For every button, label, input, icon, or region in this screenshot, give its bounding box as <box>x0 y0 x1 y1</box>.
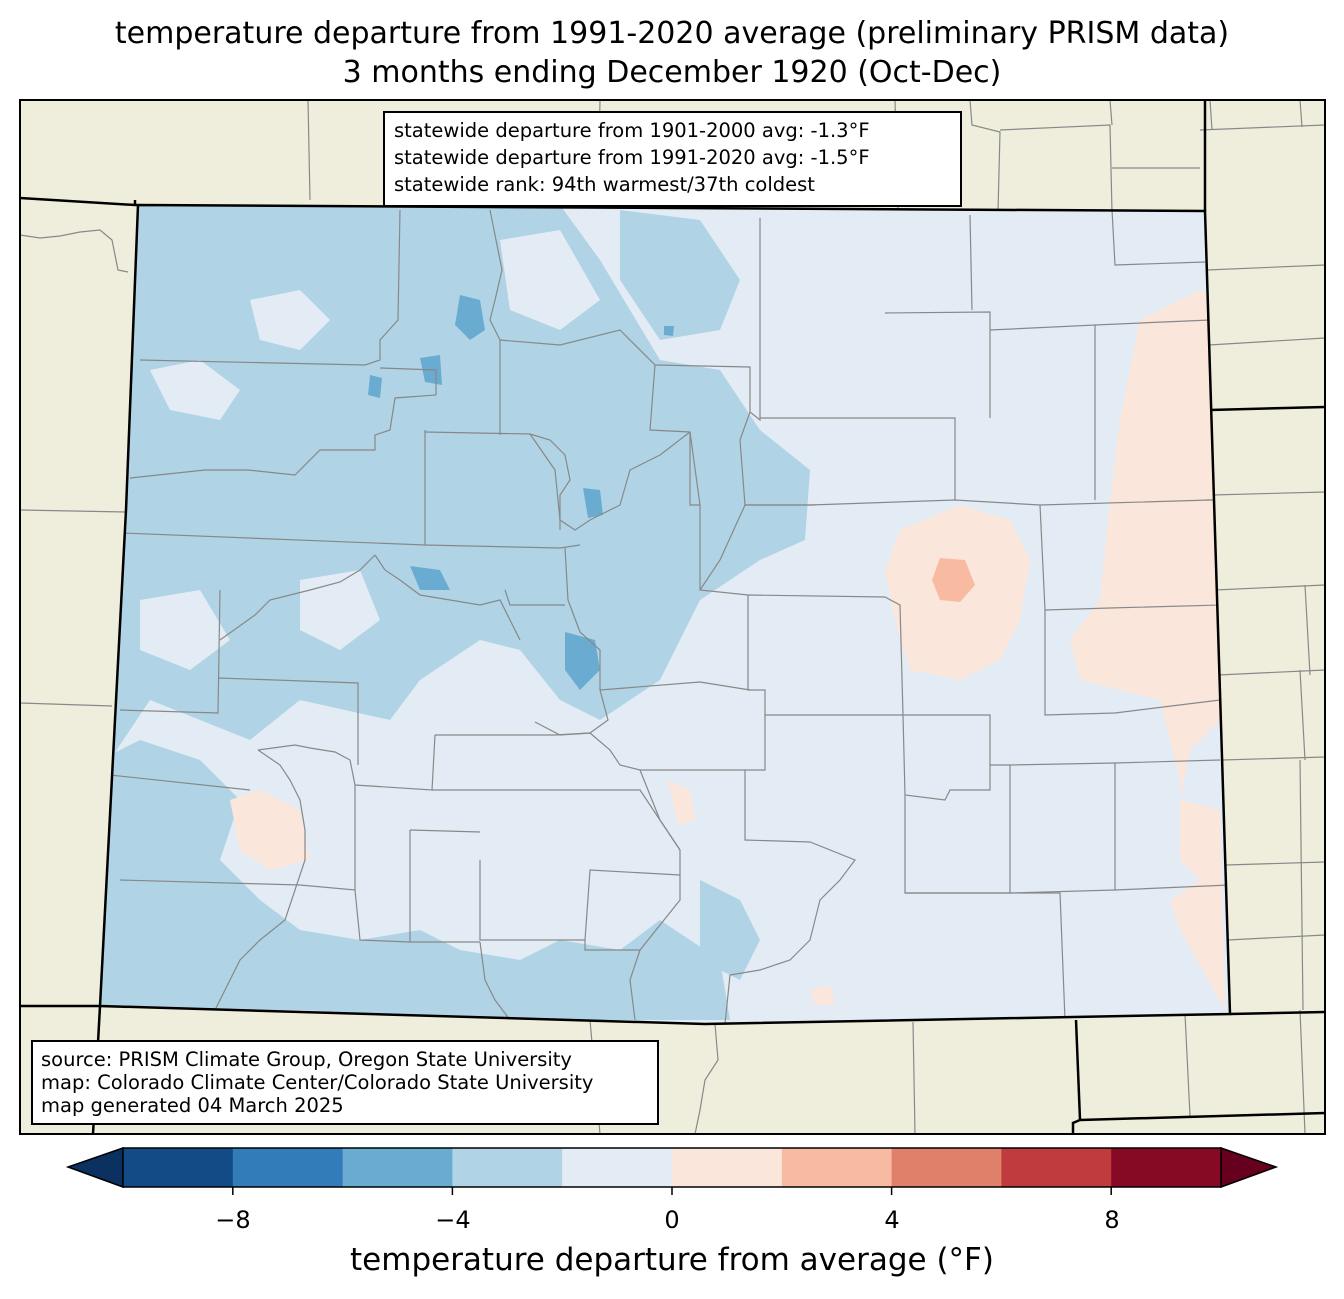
colorbar-bin <box>781 1148 893 1187</box>
colorbar-bin <box>342 1148 453 1187</box>
colorbar-bin <box>1001 1148 1112 1187</box>
colorbar-under-arrow <box>65 1146 124 1189</box>
stats-rank: statewide rank: 94th warmest/37th coldes… <box>394 173 815 196</box>
statewide-stats-box: statewide departure from 1901-2000 avg: … <box>383 111 962 207</box>
colorbar-bins <box>123 1148 1222 1187</box>
colorbar-bin <box>232 1148 344 1187</box>
colorado-county-lines <box>109 209 1230 1024</box>
colorbar-bin <box>1111 1148 1222 1187</box>
source-line-prism: source: PRISM Climate Group, Oregon Stat… <box>41 1048 572 1071</box>
colorbar-bin <box>452 1148 563 1187</box>
colorbar-label: temperature departure from average (°F) <box>350 1242 994 1278</box>
colorbar-tick-label-neg4: −4 <box>435 1206 471 1234</box>
source-attribution-box: source: PRISM Climate Group, Oregon Stat… <box>31 1040 659 1125</box>
source-line-map: map: Colorado Climate Center/Colorado St… <box>41 1071 594 1094</box>
colorbar-tick-label-neg8: −8 <box>215 1206 251 1234</box>
map-title-line1: temperature departure from 1991-2020 ave… <box>114 16 1230 51</box>
source-line-generated: map generated 04 March 2025 <box>41 1094 344 1117</box>
colorbar-bin <box>672 1148 783 1187</box>
colorbar-bin <box>562 1148 673 1187</box>
colorbar-bin <box>123 1148 234 1187</box>
colorbar-tick-label-0: 0 <box>664 1206 680 1234</box>
colorado-departure-field <box>100 205 1230 1024</box>
stats-departure-1901-2000: statewide departure from 1901-2000 avg: … <box>394 119 870 142</box>
colorbar-tick-label-4: 4 <box>884 1206 900 1234</box>
colorbar-ticks <box>232 1187 1112 1195</box>
colorbar-bin <box>891 1148 1002 1187</box>
stats-departure-1991-2020: statewide departure from 1991-2020 avg: … <box>394 146 870 169</box>
map-frame <box>19 99 1326 1135</box>
colorbar-over-arrow <box>1220 1146 1279 1189</box>
colorbar-tick-label-8: 8 <box>1104 1206 1120 1234</box>
map-title-line2: 3 months ending December 1920 (Oct-Dec) <box>342 55 1002 90</box>
